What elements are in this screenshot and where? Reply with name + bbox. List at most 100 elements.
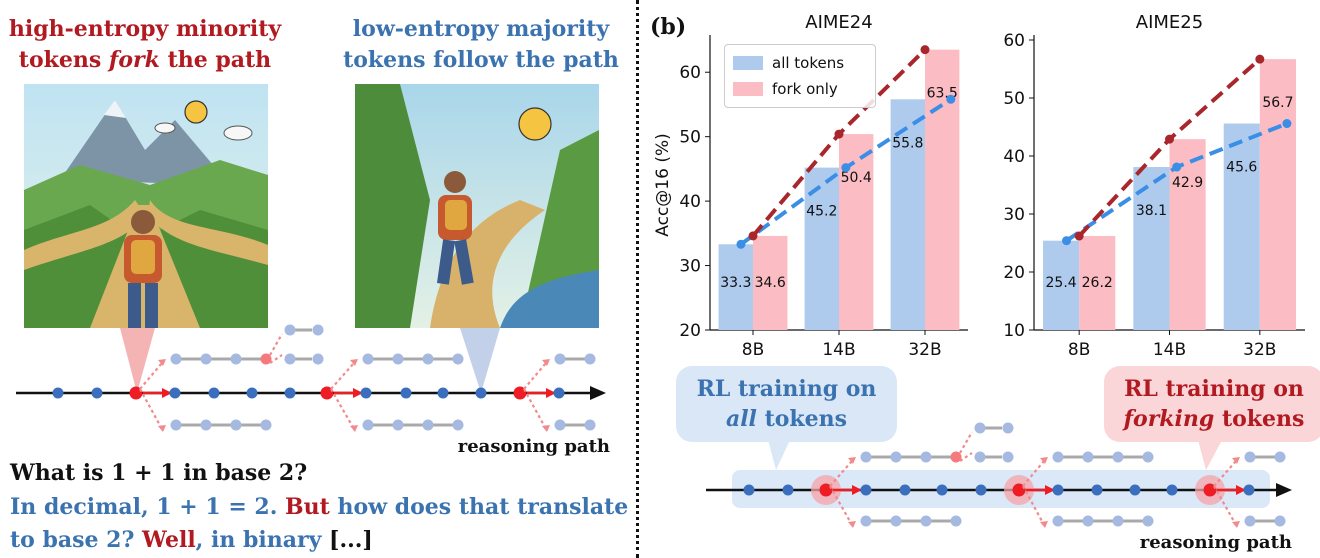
fork-arrowhead bbox=[162, 388, 172, 398]
panel-label: (b) bbox=[650, 14, 687, 40]
y-tick-label: 10 bbox=[1003, 321, 1025, 341]
y-tick-label: 50 bbox=[679, 128, 701, 148]
branch-node bbox=[312, 324, 324, 336]
branch-node bbox=[422, 419, 434, 431]
token-node bbox=[1091, 484, 1103, 496]
token-node bbox=[208, 387, 220, 399]
branch-dotted bbox=[523, 388, 547, 430]
token-node bbox=[1052, 484, 1064, 496]
data-label: 38.1 bbox=[1136, 203, 1167, 219]
data-label: 56.7 bbox=[1262, 95, 1293, 111]
y-tick-label: 60 bbox=[1003, 31, 1025, 51]
data-label: 45.6 bbox=[1226, 160, 1257, 176]
data-label: 42.9 bbox=[1172, 175, 1203, 191]
branch-node bbox=[230, 353, 242, 365]
branch-arrowhead bbox=[158, 425, 166, 432]
branch-node bbox=[920, 515, 932, 527]
token-node bbox=[360, 387, 372, 399]
branch-arrowhead bbox=[158, 359, 166, 366]
branch-node bbox=[860, 515, 872, 527]
trend-point bbox=[1172, 162, 1182, 172]
rl-fork-bubble: RL training on forking tokens bbox=[1104, 366, 1320, 442]
data-label: 33.3 bbox=[720, 275, 751, 291]
chart-title: AIME25 bbox=[1136, 12, 1203, 33]
branch-node bbox=[890, 451, 902, 463]
rl-all-line2: all tokens bbox=[725, 406, 848, 432]
token-node bbox=[899, 484, 911, 496]
y-tick-label: 60 bbox=[679, 63, 701, 83]
legend-label-fork-only: fork only bbox=[772, 80, 838, 98]
rl-fork-line2: forking tokens bbox=[1123, 406, 1305, 432]
branch-node bbox=[584, 419, 596, 431]
bar-all-tokens bbox=[890, 99, 925, 331]
branch-node bbox=[392, 419, 404, 431]
bar-all-tokens bbox=[718, 244, 753, 330]
fork-caption: high-entropy minority tokens fork the pa… bbox=[0, 14, 290, 76]
x-tick-label: 8B bbox=[742, 340, 764, 360]
branch-node bbox=[200, 353, 212, 365]
question-text: What is 1 + 1 in base 2? bbox=[10, 460, 308, 486]
branch-arrowhead bbox=[1232, 521, 1240, 528]
token-node bbox=[1166, 484, 1178, 496]
branch-node bbox=[920, 451, 932, 463]
fork-arrowhead bbox=[1236, 485, 1246, 495]
fork-arrowhead bbox=[1045, 485, 1055, 495]
x-tick-label: 8B bbox=[1068, 340, 1090, 360]
branch-dotted bbox=[1022, 485, 1045, 526]
x-tick-label: 32B bbox=[908, 340, 941, 360]
branch-node bbox=[170, 353, 182, 365]
bar-fork-only bbox=[753, 235, 788, 330]
y-tick-label: 40 bbox=[679, 192, 701, 212]
branch-arrowhead bbox=[350, 425, 358, 432]
token-node bbox=[860, 484, 872, 496]
branch-node bbox=[860, 451, 872, 463]
trend-point bbox=[834, 129, 844, 139]
token-node bbox=[169, 387, 181, 399]
branch-node bbox=[950, 515, 962, 527]
branch-node bbox=[452, 419, 464, 431]
chart-aime25: AIME25 10 20 30 40 50 60 8B 14B 32B 25.4 38.1 45.6 26… bbox=[1003, 12, 1305, 360]
fork-caption-line2: tokens fork the path bbox=[18, 47, 272, 73]
path-arrowhead bbox=[1276, 483, 1292, 497]
branch-node bbox=[1112, 515, 1124, 527]
y-tick-label: 50 bbox=[1003, 89, 1025, 109]
trend-point bbox=[1165, 134, 1174, 144]
bar-all-tokens bbox=[1043, 240, 1080, 330]
data-label: 45.2 bbox=[806, 204, 837, 220]
rl-fork-line1: RL training on bbox=[1124, 376, 1304, 402]
branch-arrowhead bbox=[848, 457, 856, 464]
path-arrowhead bbox=[590, 386, 606, 400]
trend-point bbox=[1255, 54, 1265, 64]
bar-fork-only bbox=[1079, 236, 1116, 330]
token-node bbox=[475, 387, 487, 399]
branch-dotted bbox=[1213, 485, 1237, 526]
token-node bbox=[1129, 484, 1141, 496]
branch-node bbox=[1274, 451, 1286, 463]
branch-node bbox=[422, 353, 434, 365]
branch-node bbox=[1082, 515, 1094, 527]
rl-all-line1: RL training on bbox=[696, 376, 877, 402]
branch-node bbox=[584, 353, 596, 365]
trend-point bbox=[1062, 236, 1072, 246]
fork-arrowhead bbox=[353, 388, 363, 398]
x-tick-label: 14B bbox=[822, 340, 855, 360]
branch-node bbox=[1082, 451, 1094, 463]
chart-aime24: AIME24 20 30 40 50 60 Acc@16 (%) 8B 14B 32B 33.3 45… bbox=[653, 12, 968, 360]
legend-item-all-tokens: all tokens bbox=[733, 53, 844, 73]
branch-arrowhead bbox=[1232, 457, 1240, 464]
chart-title: AIME24 bbox=[805, 12, 872, 33]
bar-all-tokens bbox=[1223, 123, 1260, 331]
branch-dotted bbox=[959, 431, 973, 454]
legend: all tokens fork only bbox=[724, 44, 876, 108]
trend-point bbox=[946, 94, 956, 104]
token-node bbox=[246, 387, 258, 399]
fork-arrowhead bbox=[852, 485, 862, 495]
branch-dotted bbox=[269, 333, 283, 356]
branch-node bbox=[284, 353, 296, 365]
branch-node bbox=[312, 353, 324, 365]
y-tick-label: 30 bbox=[1003, 205, 1025, 225]
branch-arrowhead bbox=[848, 521, 856, 528]
